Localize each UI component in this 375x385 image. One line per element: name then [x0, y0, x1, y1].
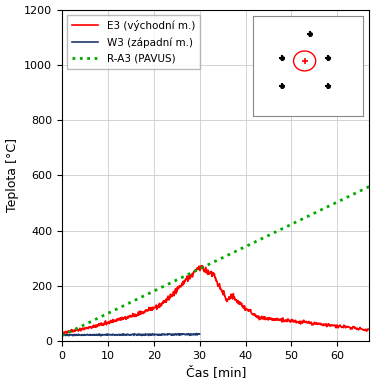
W3 (západní m.)	[194, 331, 199, 336]
E3 (východní m.)	[308, 320, 312, 325]
R-A3 (PAVUS)	[242, 245, 246, 249]
W3 (západní m.)	[160, 332, 165, 336]
R-A3 (PAVUS)	[319, 208, 323, 212]
Line: W3 (západní m.): W3 (západní m.)	[62, 333, 200, 336]
Line: E3 (východní m.): E3 (východní m.)	[62, 266, 369, 334]
W3 (západní m.)	[115, 332, 119, 337]
Legend: E3 (východní m.), W3 (západní m.), R-A3 (PAVUS): E3 (východní m.), W3 (západní m.), R-A3 …	[67, 15, 200, 69]
E3 (východní m.)	[200, 263, 204, 268]
R-A3 (PAVUS)	[61, 333, 65, 337]
W3 (západní m.)	[67, 333, 71, 338]
E3 (východní m.)	[217, 284, 221, 288]
E3 (východní m.)	[367, 328, 372, 332]
E3 (východní m.)	[75, 328, 80, 332]
R-A3 (PAVUS)	[367, 184, 372, 189]
Y-axis label: Teplota [°C]: Teplota [°C]	[6, 138, 18, 213]
E3 (východní m.)	[270, 318, 274, 323]
R-A3 (PAVUS)	[60, 333, 64, 338]
W3 (západní m.)	[60, 333, 64, 338]
W3 (západní m.)	[197, 332, 202, 336]
W3 (západní m.)	[105, 332, 110, 336]
E3 (východní m.)	[60, 330, 64, 335]
E3 (východní m.)	[61, 332, 66, 336]
X-axis label: Čas [min]: Čas [min]	[186, 367, 246, 380]
Line: R-A3 (PAVUS): R-A3 (PAVUS)	[62, 186, 369, 336]
E3 (východní m.)	[233, 297, 237, 301]
E3 (východní m.)	[224, 297, 229, 301]
W3 (západní m.)	[159, 332, 164, 336]
R-A3 (PAVUS)	[338, 198, 343, 203]
W3 (západní m.)	[147, 332, 151, 336]
R-A3 (PAVUS)	[248, 242, 252, 247]
R-A3 (PAVUS)	[243, 244, 247, 249]
W3 (západní m.)	[76, 333, 81, 338]
